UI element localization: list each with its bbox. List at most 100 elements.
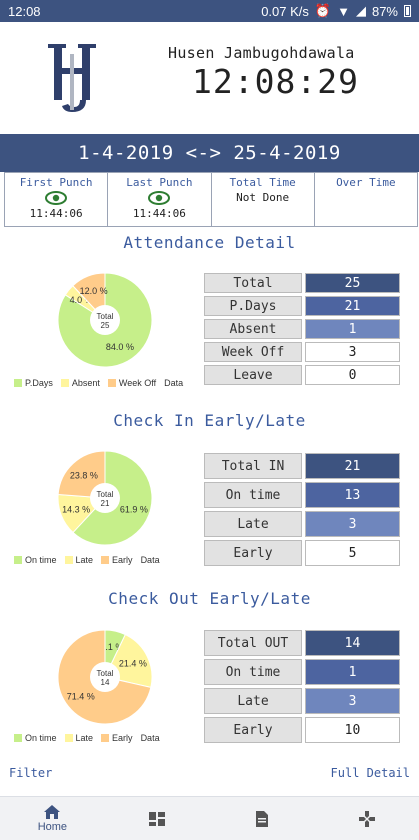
pie-slice-label: 23.8 %: [70, 470, 98, 480]
table-row: Early 5: [204, 540, 400, 566]
legend-item: On time: [14, 733, 57, 743]
row-value: 21: [305, 296, 400, 316]
table-row: Absent 1: [204, 319, 400, 339]
row-label: Late: [204, 688, 302, 714]
gamepad-icon: [358, 810, 375, 827]
row-label: Late: [204, 511, 302, 537]
signal-icon: ◢: [355, 3, 366, 18]
nav-reports[interactable]: [210, 797, 315, 840]
legend-item: Week Off: [107, 378, 156, 388]
attendance-detail-title: Attendance Detail: [123, 233, 296, 252]
table-row: Early 10: [204, 717, 400, 743]
date-range-bar[interactable]: 1-4-2019 <-> 25-4-2019: [0, 134, 419, 172]
wifi-icon: ▼: [337, 3, 350, 19]
pie-center-value: 21: [101, 499, 110, 508]
bottom-links: Filter Full Detail: [0, 766, 419, 784]
row-value: 1: [305, 319, 400, 339]
table-row: Total 25: [204, 273, 400, 293]
battery-icon: [404, 5, 411, 17]
row-label: Total OUT: [204, 630, 302, 656]
last-punch-box: Last Punch 11:44:06: [107, 172, 212, 227]
live-clock: 12:08:29: [192, 62, 359, 101]
pie-center-label: Total: [97, 312, 114, 321]
user-name: Husen Jambugohdawala: [168, 44, 355, 62]
legend-item: P.Days: [14, 378, 53, 388]
last-punch-title: Last Punch: [126, 176, 193, 189]
row-value: 3: [305, 342, 400, 362]
check-out-legend: On time Late Early Data: [14, 733, 200, 743]
pie-slice-label: 4.0 %: [70, 295, 93, 305]
check-out-title: Check Out Early/Late: [108, 589, 311, 608]
table-row: On time 13: [204, 482, 400, 508]
full-detail-link[interactable]: Full Detail: [330, 766, 410, 780]
table-row: Leave 0: [204, 365, 400, 385]
location-eye-icon[interactable]: [148, 191, 171, 205]
legend-item: Data: [140, 555, 160, 565]
check-out-table: Total OUT 14 On time 1 Late 3 Early 10: [201, 627, 403, 746]
pie-center-label: Total: [97, 490, 114, 499]
company-logo: [48, 44, 96, 112]
pie-slice-label: 61.9 %: [120, 504, 148, 514]
row-label: P.Days: [204, 296, 302, 316]
nav-home[interactable]: Home: [0, 797, 105, 840]
total-time-value: Not Done: [236, 191, 290, 204]
nav-dashboard[interactable]: [105, 797, 210, 840]
row-label: Total: [204, 273, 302, 293]
home-icon: [44, 805, 61, 819]
over-time-title: Over Time: [336, 176, 396, 189]
status-bar: 12:08 0.07 K/s ⏰ ▼ ◢ 87%: [0, 0, 419, 22]
first-punch-time: 11:44:06: [29, 207, 83, 220]
legend-item: Data: [164, 378, 184, 388]
bottom-navigation: Home: [0, 796, 419, 840]
dashboard-icon: [149, 811, 166, 826]
legend-item: Early: [101, 555, 133, 565]
location-eye-icon[interactable]: [45, 191, 68, 205]
pie-slice-early[interactable]: [57, 450, 106, 499]
total-time-title: Total Time: [229, 176, 296, 189]
table-row: On time 1: [204, 659, 400, 685]
logo-accent: [70, 54, 74, 110]
pie-center-hole: [90, 662, 120, 692]
pie-slice-label: 7.1 %: [100, 642, 123, 652]
row-label: Early: [204, 540, 302, 566]
row-value: 1: [305, 659, 400, 685]
row-value: 0: [305, 365, 400, 385]
row-label: On time: [204, 659, 302, 685]
status-time: 12:08: [8, 3, 41, 19]
row-value: 5: [305, 540, 400, 566]
over-time-box: Over Time: [313, 172, 418, 227]
table-row: Week Off 3: [204, 342, 400, 362]
filter-link[interactable]: Filter: [9, 766, 53, 780]
row-label: Week Off: [204, 342, 302, 362]
punch-summary: First Punch 11:44:06 Last Punch 11:44:06…: [4, 172, 418, 227]
row-label: Total IN: [204, 453, 302, 479]
nav-games[interactable]: [314, 797, 419, 840]
table-row: P.Days 21: [204, 296, 400, 316]
document-icon: [255, 810, 268, 827]
check-in-table: Total IN 21 On time 13 Late 3 Early 5: [201, 450, 403, 569]
pie-center-value: 25: [101, 321, 110, 330]
pie-slice-label: 84.0 %: [106, 342, 134, 352]
first-punch-box: First Punch 11:44:06: [4, 172, 109, 227]
row-label: On time: [204, 482, 302, 508]
row-value: 25: [305, 273, 400, 293]
legend-item: Absent: [60, 378, 100, 388]
row-label: Early: [204, 717, 302, 743]
pie-slice-label: 21.4 %: [119, 658, 147, 668]
check-in-legend: On time Late Early Data: [14, 555, 200, 565]
pie-center-hole: [90, 305, 120, 335]
row-label: Leave: [204, 365, 302, 385]
total-time-box: Total Time Not Done: [210, 172, 315, 227]
table-row: Late 3: [204, 688, 400, 714]
legend-item: Data: [140, 733, 160, 743]
last-punch-time: 11:44:06: [132, 207, 186, 220]
nav-home-label: Home: [37, 821, 68, 833]
row-value: 3: [305, 688, 400, 714]
pie-slice-label: 12.0 %: [80, 286, 108, 296]
legend-item: Late: [64, 733, 93, 743]
attendance-table: Total 25 P.Days 21 Absent 1 Week Off 3 Leave…: [201, 270, 403, 388]
pie-center-label: Total: [97, 669, 114, 678]
